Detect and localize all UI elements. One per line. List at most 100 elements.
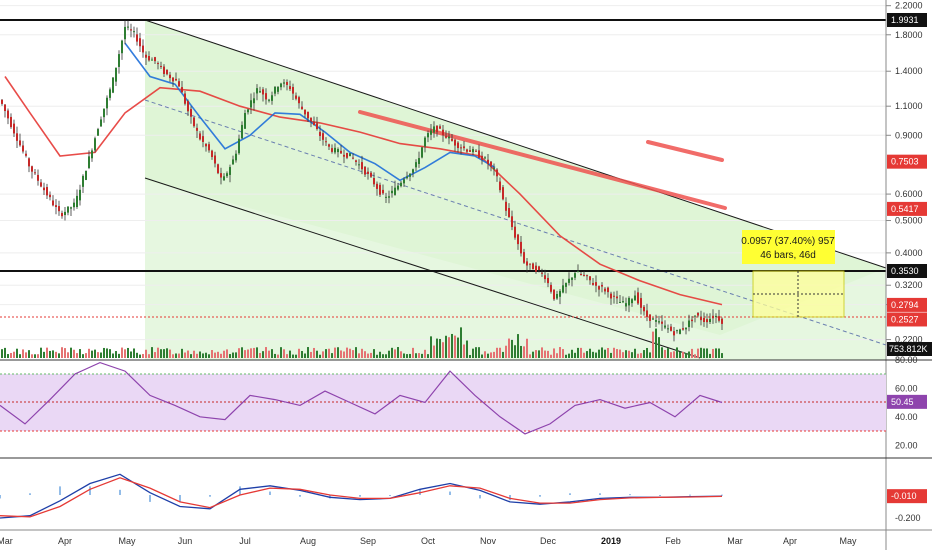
volume-bar <box>343 351 345 358</box>
volume-bar <box>709 353 711 358</box>
candle-body <box>394 187 396 195</box>
candle-body <box>367 171 369 174</box>
candle-body <box>145 54 147 58</box>
volume-bar <box>679 351 681 358</box>
candle-body <box>250 100 252 108</box>
candle-body <box>124 26 126 40</box>
candle-body <box>628 297 630 306</box>
volume-bar <box>718 348 720 358</box>
red-trend-line-short[interactable] <box>646 140 724 162</box>
volume-bar <box>1 349 3 358</box>
candle-body <box>151 59 153 61</box>
volume-bar <box>331 353 333 358</box>
x-tick-label: Oct <box>421 536 436 546</box>
volume-bar <box>124 349 126 358</box>
price-tag-bg <box>887 154 927 169</box>
candle-body <box>322 133 324 140</box>
price-axis-ticks: 2.2000 1.8000 1.4000 1.1000 0.9000 0.6000 0.50… <box>886 1 923 345</box>
y-tick-label: 0.5000 <box>895 216 923 226</box>
candle-body <box>544 275 546 280</box>
volume-bar <box>502 351 504 358</box>
rsi-line <box>0 361 723 435</box>
candle-body <box>412 169 414 173</box>
volume-bar <box>535 350 537 358</box>
measure-label-box <box>742 230 835 264</box>
volume-bar <box>568 353 570 358</box>
volume-bar <box>604 349 606 358</box>
volume-bar <box>94 349 96 358</box>
candle-body <box>220 173 222 178</box>
rsi-band <box>0 374 886 431</box>
volume-bar <box>355 347 357 358</box>
candle-body <box>55 205 57 208</box>
channel-lower-line[interactable] <box>144 177 701 359</box>
volume-bar <box>244 350 246 358</box>
candle-body <box>643 306 645 312</box>
candle-body <box>337 149 339 153</box>
volume-bar <box>253 347 255 358</box>
candle-body <box>25 153 27 156</box>
y-tick-label: 1.4000 <box>895 66 923 76</box>
macd-hist-bar <box>119 489 121 495</box>
candle-body <box>400 182 402 187</box>
volume-bar <box>532 351 534 358</box>
volume-bar <box>196 353 198 358</box>
volume-bar <box>556 353 558 358</box>
ma-red <box>4 76 723 306</box>
volume-bar <box>514 345 516 358</box>
candle-body <box>292 86 294 94</box>
candle-body <box>226 173 228 177</box>
volume-bar <box>610 352 612 358</box>
candle-body <box>556 294 558 299</box>
candle-body <box>538 266 540 270</box>
y-tick-label: 0.4000 <box>895 248 923 258</box>
candle-body <box>559 291 561 297</box>
volume-bar <box>544 350 546 358</box>
candle-body <box>235 153 237 161</box>
x-tick-label: 2019 <box>601 536 621 546</box>
volume-bar <box>397 347 399 358</box>
y-tick-label: 0.9000 <box>895 130 923 140</box>
volume-bar <box>460 327 462 358</box>
candle-body <box>253 98 255 104</box>
volume-bar <box>490 352 492 358</box>
candle-body <box>136 34 138 42</box>
candle-body <box>430 130 432 135</box>
volume-bar <box>538 350 540 358</box>
channel-upper-line[interactable] <box>144 19 887 269</box>
candle-body <box>610 293 612 299</box>
volume-bar <box>703 348 705 358</box>
macd-hist-bar <box>179 495 181 502</box>
volume-bar <box>145 349 147 358</box>
volume-bar <box>589 348 591 358</box>
candle-body <box>268 99 270 101</box>
candle-body <box>664 325 666 328</box>
volume-bar <box>481 354 483 358</box>
red-trend-line[interactable] <box>358 110 727 210</box>
candle-body <box>82 175 84 187</box>
price-tags: 1.9931 0.7503 0.5417 0.3530 0.2794 0.2527 753.… <box>887 13 932 356</box>
volume-bar <box>208 354 210 358</box>
volume-bar <box>349 348 351 358</box>
volume-bar <box>358 353 360 358</box>
volume-bar <box>583 352 585 358</box>
candle-body <box>709 318 711 323</box>
candle-body <box>64 211 66 216</box>
x-tick-label: Apr <box>58 536 72 546</box>
x-tick-label: Mar <box>727 536 743 546</box>
macd-hist-bar <box>629 494 631 496</box>
volume-bar <box>580 347 582 358</box>
candle-body <box>712 315 714 319</box>
volume-bar <box>172 354 174 358</box>
volume-bar <box>160 349 162 358</box>
x-tick-label: Mar <box>0 536 13 546</box>
volume-bar <box>511 339 513 358</box>
candle-body <box>589 276 591 281</box>
candle-body <box>652 318 654 320</box>
volume-bar <box>352 350 354 358</box>
price-tag-label: 1.9931 <box>891 15 919 25</box>
volume-bar <box>382 354 384 358</box>
macd-hist-bar <box>389 495 391 496</box>
candle-body <box>148 56 150 61</box>
candle-body <box>103 108 105 118</box>
